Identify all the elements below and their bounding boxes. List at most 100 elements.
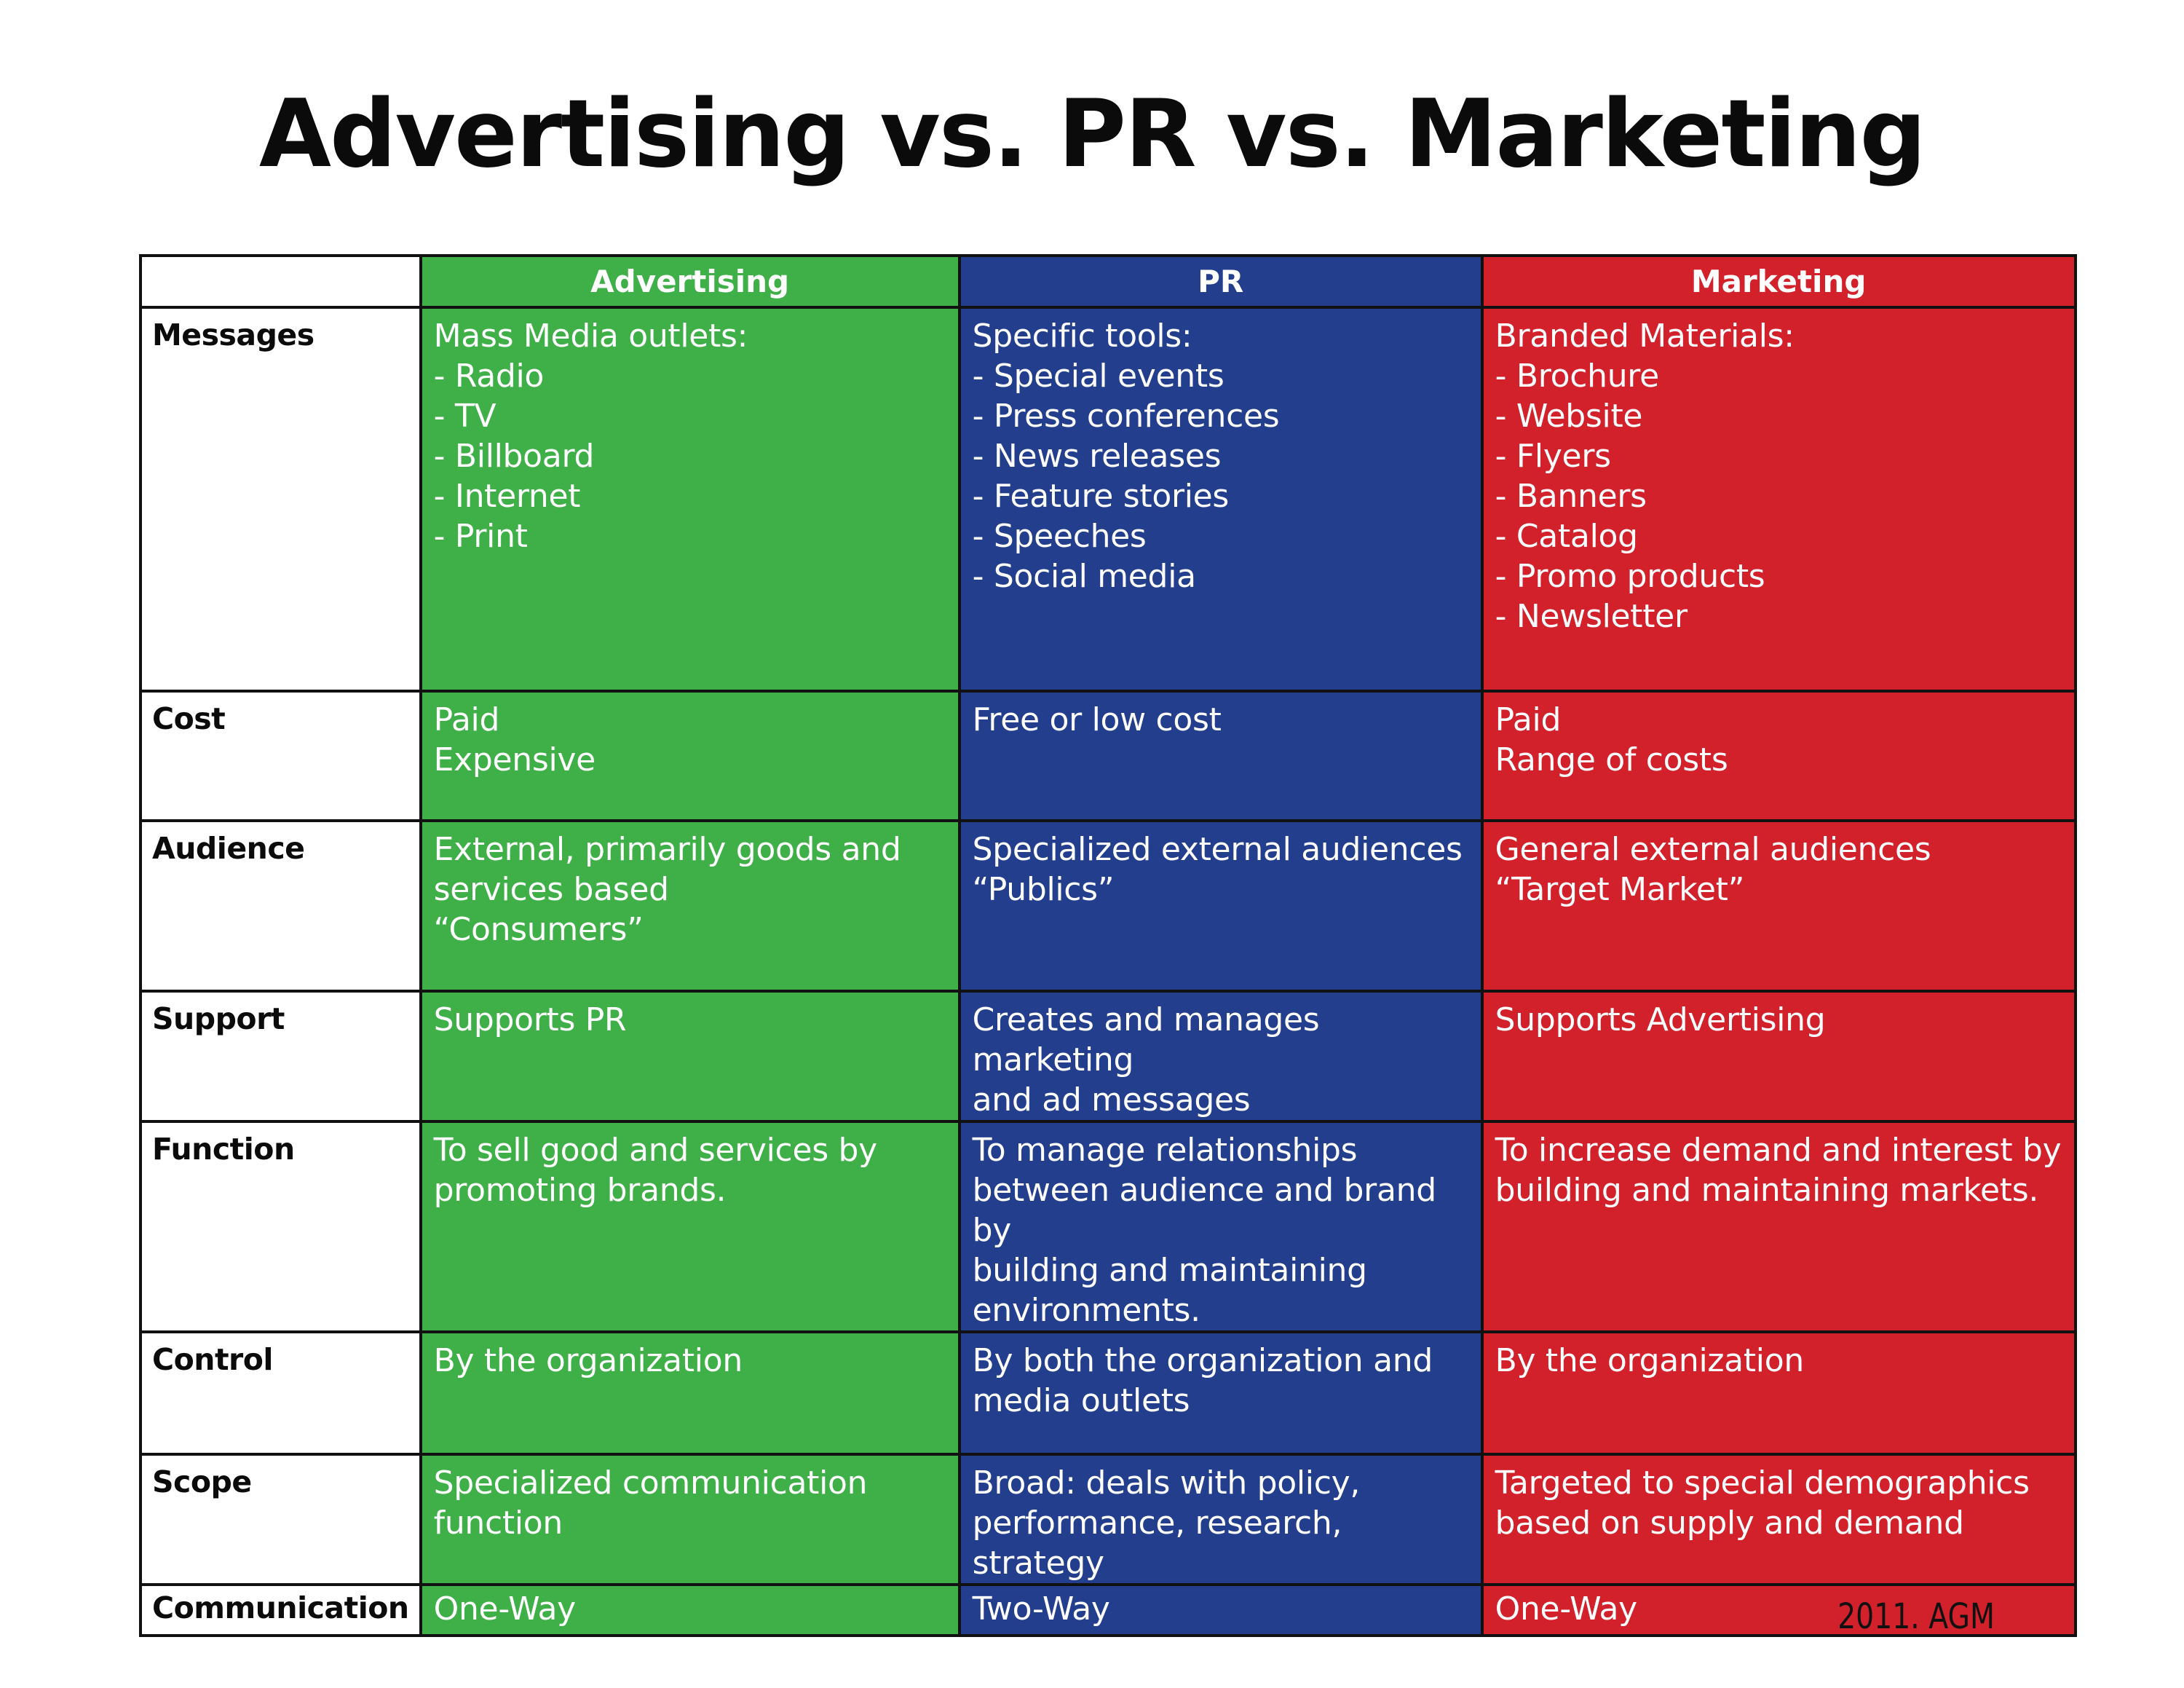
cell-line: based on supply and demand [1495,1504,1964,1542]
table-row-function: Function To sell good and services by pr… [139,1120,2077,1333]
cell-line: Expensive [433,741,596,778]
row-label-communication: Communication [139,1583,422,1637]
cell-line: Branded Materials: [1495,318,1795,355]
row-label-support: Support [139,990,422,1123]
cell-line: - Catalog [1495,518,1638,555]
row-label-audience: Audience [139,819,422,993]
cell-control-pr: By both the organization and media outle… [957,1330,1484,1456]
cell-line: Supports Advertising [1495,1001,1826,1038]
cell-scope-marketing: Targeted to special demographics based o… [1480,1453,2077,1586]
table-row-scope: Scope Specialized communication function… [139,1453,2077,1586]
cell-line: By the organization [433,1342,743,1379]
table-row-cost: Cost Paid Expensive Free or low cost Pai… [139,690,2077,822]
cell-line: Broad: deals with policy, [972,1464,1361,1502]
cell-support-advertising: Supports PR [419,990,961,1123]
cell-communication-advertising: One-Way [419,1583,961,1637]
cell-line: - Print [433,518,528,555]
cell-line: “Publics” [972,871,1115,908]
credit-text: 2011. AGM [1837,1596,1995,1637]
cell-line: Targeted to special demographics [1495,1464,2030,1502]
cell-line: promoting brands. [433,1172,727,1209]
cell-line: - Special events [972,358,1224,395]
cell-control-advertising: By the organization [419,1330,961,1456]
cell-line: “Target Market” [1495,871,1745,908]
cell-line: By the organization [1495,1342,1805,1379]
cell-line: Specialized external audiences [972,831,1463,868]
row-label-function: Function [139,1120,422,1333]
cell-line: - News releases [972,438,1222,475]
row-label-cost: Cost [139,690,422,822]
cell-line: performance, research, strategy [972,1504,1352,1582]
table-row-audience: Audience External, primarily goods and s… [139,819,2077,993]
cell-audience-advertising: External, primarily goods and services b… [419,819,961,993]
cell-line: - Brochure [1495,358,1660,395]
cell-line: To sell good and services by [433,1132,878,1169]
cell-line: - Promo products [1495,558,1765,595]
cell-line: services based [433,871,669,908]
cell-scope-advertising: Specialized communication function [419,1453,961,1586]
corner-cell [139,254,422,309]
cell-line: Paid [1495,701,1562,738]
column-header-advertising: Advertising [419,254,961,309]
cell-line: - Flyers [1495,438,1611,475]
cell-line: building and maintaining markets. [1495,1172,2039,1209]
cell-line: Specific tools: [972,318,1192,355]
table-row-messages: Messages Mass Media outlets: - Radio - T… [139,306,2077,693]
cell-function-marketing: To increase demand and interest by build… [1480,1120,2077,1333]
cell-line: External, primarily goods and [433,831,901,868]
cell-line: Range of costs [1495,741,1728,778]
cell-line: Supports PR [433,1001,627,1038]
cell-line: function [433,1504,563,1542]
column-header-pr: PR [957,254,1484,309]
cell-line: To increase demand and interest by [1495,1132,2062,1169]
row-label-scope: Scope [139,1453,422,1586]
cell-line: - Feature stories [972,478,1230,515]
table-row-communication: Communication One-Way Two-Way One-Way [139,1583,2077,1637]
cell-line: One-Way [433,1590,577,1628]
cell-line: To manage relationships [972,1132,1358,1169]
cell-audience-marketing: General external audiences “Target Marke… [1480,819,2077,993]
page-title: Advertising vs. PR vs. Marketing [258,80,1926,189]
cell-messages-advertising: Mass Media outlets: - Radio - TV - Billb… [419,306,961,693]
cell-cost-pr: Free or low cost [957,690,1484,822]
cell-line: environments. [972,1292,1201,1329]
cell-line: Two-Way [972,1590,1110,1628]
cell-cost-advertising: Paid Expensive [419,690,961,822]
cell-line: “Consumers” [433,911,644,948]
cell-support-marketing: Supports Advertising [1480,990,2077,1123]
cell-line: and ad messages [972,1081,1251,1119]
cell-communication-pr: Two-Way [957,1583,1484,1637]
column-header-marketing: Marketing [1480,254,2077,309]
table-header-row: Advertising PR Marketing [139,254,2077,309]
cell-line: Creates and manages marketing [972,1001,1330,1078]
cell-messages-marketing: Branded Materials: - Brochure - Website … [1480,306,2077,693]
cell-audience-pr: Specialized external audiences “Publics” [957,819,1484,993]
cell-line: - Speeches [972,518,1147,555]
cell-function-advertising: To sell good and services by promoting b… [419,1120,961,1333]
cell-function-pr: To manage relationships between audience… [957,1120,1484,1333]
cell-line: - Social media [972,558,1196,595]
cell-line: media outlets [972,1382,1190,1419]
cell-line: - Internet [433,478,581,515]
cell-line: General external audiences [1495,831,1931,868]
cell-support-pr: Creates and manages marketing and ad mes… [957,990,1484,1123]
cell-line: building and maintaining [972,1252,1367,1289]
table-row-support: Support Supports PR Creates and manages … [139,990,2077,1123]
cell-cost-marketing: Paid Range of costs [1480,690,2077,822]
cell-line: - Radio [433,358,545,395]
cell-line: Free or low cost [972,701,1222,738]
cell-line: Mass Media outlets: [433,318,748,355]
cell-line: - Website [1495,398,1643,435]
cell-scope-pr: Broad: deals with policy, performance, r… [957,1453,1484,1586]
cell-line: By both the organization and [972,1342,1433,1379]
cell-line: Specialized communication [433,1464,868,1502]
cell-line: One-Way [1495,1590,1638,1628]
cell-line: Paid [433,701,500,738]
cell-line: - TV [433,398,496,435]
cell-control-marketing: By the organization [1480,1330,2077,1456]
row-label-messages: Messages [139,306,422,693]
table-row-control: Control By the organization By both the … [139,1330,2077,1456]
cell-line: - Billboard [433,438,595,475]
cell-line: - Press conferences [972,398,1280,435]
row-label-control: Control [139,1330,422,1456]
